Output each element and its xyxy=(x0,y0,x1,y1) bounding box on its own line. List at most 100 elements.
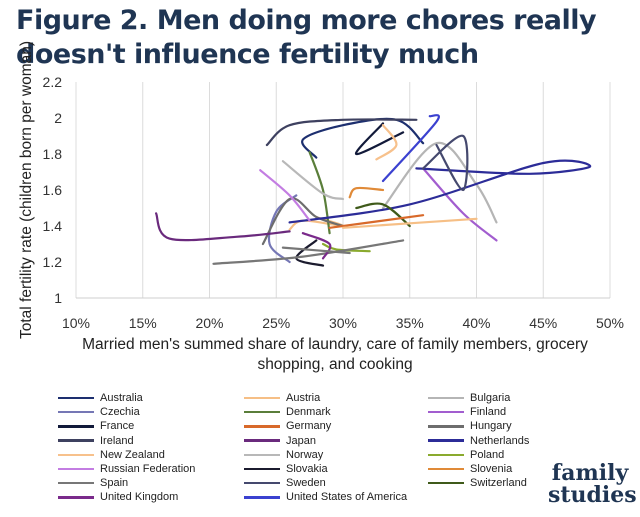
series-lines xyxy=(155,114,592,267)
x-tick-label: 40% xyxy=(462,315,490,331)
legend-label: Netherlands xyxy=(470,434,530,447)
legend-swatch xyxy=(428,439,464,442)
x-tick-label: 25% xyxy=(262,315,290,331)
legend-item: Slovenia xyxy=(428,463,512,475)
legend-swatch xyxy=(244,425,280,428)
y-tick-label: 2 xyxy=(54,110,62,126)
legend-label: Japan xyxy=(286,434,316,447)
legend-label: Ireland xyxy=(100,434,134,447)
chart-title: Figure 2. Men doing more chores really d… xyxy=(16,5,597,70)
legend-label: Czechia xyxy=(100,406,140,419)
legend-swatch xyxy=(58,425,94,428)
legend-swatch xyxy=(428,467,464,471)
legend-label: Spain xyxy=(100,477,129,490)
gridlines xyxy=(75,82,611,299)
legend-label: Switzerland xyxy=(470,477,527,490)
legend-label: Austria xyxy=(286,392,321,404)
legend-swatch xyxy=(244,410,280,414)
legend-label: United Kingdom xyxy=(100,491,179,504)
series-line-united-kingdom xyxy=(301,232,332,260)
x-tick-label: 35% xyxy=(396,315,424,331)
x-tick-label: 45% xyxy=(529,315,557,331)
x-tick-label: 10% xyxy=(62,315,90,331)
series-line-switzerland xyxy=(355,202,411,228)
series-line-finland xyxy=(422,167,498,242)
x-tick-label: 30% xyxy=(329,315,357,331)
legend-swatch xyxy=(428,425,464,428)
series-line-sweden xyxy=(422,134,469,192)
logo-line-2: studies xyxy=(548,482,637,508)
legend-item: Ireland xyxy=(58,435,134,447)
series-line-ireland xyxy=(265,118,418,147)
legend-label: United States of America xyxy=(286,491,408,504)
series-line-hungary xyxy=(261,197,345,246)
series-line-new-zealand xyxy=(375,124,398,161)
legend-label: Slovakia xyxy=(286,463,328,475)
legend-item: Netherlands xyxy=(428,435,529,447)
series-line-france xyxy=(355,122,405,156)
legend-label: Germany xyxy=(286,420,332,433)
legend-item: Bulgaria xyxy=(428,392,510,404)
series-line-spain xyxy=(212,239,405,265)
x-tick-label: 20% xyxy=(195,315,223,331)
series-line-united-states-of-america xyxy=(381,114,440,183)
legend-item: United Kingdom xyxy=(58,491,178,503)
legend-item: Spain xyxy=(58,477,128,489)
legend-label: Finland xyxy=(470,406,507,419)
legend-swatch xyxy=(244,396,280,400)
legend-swatch xyxy=(58,396,94,400)
legend-item: Denmark xyxy=(244,406,331,418)
legend-swatch xyxy=(244,496,280,499)
legend-swatch xyxy=(244,467,280,471)
series-line-netherlands xyxy=(288,159,592,224)
legend-item: Poland xyxy=(428,449,504,461)
legend-item: Slovakia xyxy=(244,463,328,475)
legend-swatch xyxy=(58,496,94,499)
y-tick-label: 1.4 xyxy=(43,218,63,234)
series-line-austria-b xyxy=(341,217,478,229)
logo-line-1: family xyxy=(551,460,629,486)
legend-item: Russian Federation xyxy=(58,463,195,475)
legend-swatch xyxy=(244,481,280,485)
legend-item: Hungary xyxy=(428,420,512,432)
y-tick-label: 2.2 xyxy=(43,74,63,90)
series-line-spain-b xyxy=(281,246,351,255)
legend-swatch xyxy=(428,410,464,414)
legend-item: Australia xyxy=(58,392,143,404)
legend-label: Australia xyxy=(100,392,143,404)
legend-item: France xyxy=(58,420,134,432)
legend-label: Norway xyxy=(286,448,324,461)
x-tick-label: 15% xyxy=(129,315,157,331)
y-tick-label: 1.2 xyxy=(43,254,63,270)
legend-label: Bulgaria xyxy=(470,392,511,404)
legend-swatch xyxy=(58,410,94,414)
series-line-russian-federation xyxy=(259,169,311,222)
legend-item: Germany xyxy=(244,420,331,432)
y-tick-label: 1.8 xyxy=(43,146,63,162)
chart-plot: 10% 15% 20% 25% 30% 35% 40% 45% 50% 1 1.2 1.4 1.6 1.… xyxy=(18,41,624,339)
y-tick-labels: 1 1.2 1.4 1.6 1.8 2 2.2 xyxy=(43,74,63,306)
legend-item: Sweden xyxy=(244,477,326,489)
legend-item: United States of America xyxy=(244,491,407,503)
y-tick-label: 1 xyxy=(54,290,62,306)
x-tick-label: 50% xyxy=(596,315,624,331)
legend-label: Russian Federation xyxy=(100,463,196,475)
legend-label: Poland xyxy=(470,448,505,461)
legend-label: New Zealand xyxy=(100,448,165,461)
legend-swatch xyxy=(58,439,94,442)
legend-item: Austria xyxy=(244,392,320,404)
y-axis-label: Total fertility rate (children born per … xyxy=(18,41,35,339)
series-line-denmark xyxy=(308,151,331,235)
legend-swatch xyxy=(428,396,464,400)
legend-item: Norway xyxy=(244,449,323,461)
series-line-japan xyxy=(155,212,291,242)
family-studies-logo: family studies xyxy=(548,460,637,508)
series-line-bulgaria xyxy=(381,142,498,224)
series-line-poland xyxy=(321,242,371,253)
x-tick-labels: 10% 15% 20% 25% 30% 35% 40% 45% 50% xyxy=(62,315,624,331)
legend-label: Hungary xyxy=(470,420,512,433)
legend-swatch xyxy=(244,453,280,457)
legend-swatch xyxy=(58,481,94,485)
legend-label: France xyxy=(100,420,135,433)
legend-item: Finland xyxy=(428,406,506,418)
